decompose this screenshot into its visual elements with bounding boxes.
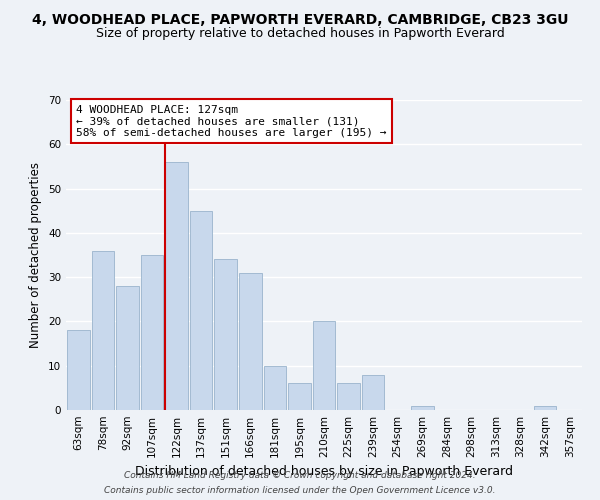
Text: Size of property relative to detached houses in Papworth Everard: Size of property relative to detached ho… xyxy=(95,28,505,40)
Text: 4, WOODHEAD PLACE, PAPWORTH EVERARD, CAMBRIDGE, CB23 3GU: 4, WOODHEAD PLACE, PAPWORTH EVERARD, CAM… xyxy=(32,12,568,26)
Bar xyxy=(92,250,114,410)
Bar xyxy=(239,272,262,410)
Bar xyxy=(214,260,237,410)
Bar xyxy=(140,255,163,410)
Text: Contains HM Land Registry data © Crown copyright and database right 2024.: Contains HM Land Registry data © Crown c… xyxy=(124,471,476,480)
Bar xyxy=(313,322,335,410)
Bar xyxy=(165,162,188,410)
Bar xyxy=(116,286,139,410)
Bar xyxy=(263,366,286,410)
X-axis label: Distribution of detached houses by size in Papworth Everard: Distribution of detached houses by size … xyxy=(135,466,513,478)
Bar xyxy=(362,374,385,410)
Bar xyxy=(534,406,556,410)
Y-axis label: Number of detached properties: Number of detached properties xyxy=(29,162,43,348)
Bar xyxy=(411,406,434,410)
Bar xyxy=(288,384,311,410)
Bar xyxy=(190,210,212,410)
Text: 4 WOODHEAD PLACE: 127sqm
← 39% of detached houses are smaller (131)
58% of semi-: 4 WOODHEAD PLACE: 127sqm ← 39% of detach… xyxy=(76,104,387,138)
Bar xyxy=(337,384,360,410)
Text: Contains public sector information licensed under the Open Government Licence v3: Contains public sector information licen… xyxy=(104,486,496,495)
Bar xyxy=(67,330,89,410)
